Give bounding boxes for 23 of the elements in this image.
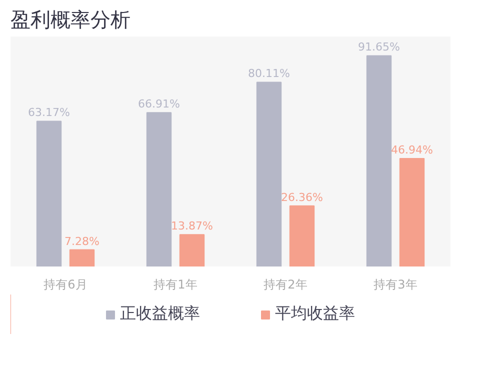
data-label: 63.17% bbox=[28, 106, 70, 120]
bar bbox=[146, 112, 172, 266]
data-label: 46.94% bbox=[391, 144, 433, 157]
data-label: 7.28% bbox=[64, 234, 100, 248]
legend-label: 正收益概率 bbox=[120, 304, 200, 324]
data-label: 80.11% bbox=[248, 67, 290, 80]
x-tick-label: 持有6月 bbox=[44, 278, 88, 292]
data-label: 91.65% bbox=[358, 40, 400, 54]
bar bbox=[399, 158, 425, 266]
bar bbox=[256, 82, 282, 266]
bar bbox=[36, 120, 62, 266]
data-label: 26.36% bbox=[281, 190, 323, 204]
bar bbox=[179, 234, 205, 266]
x-tick-label: 持有1年 bbox=[154, 278, 198, 292]
x-tick-label: 持有3年 bbox=[374, 278, 418, 292]
legend-label: 平均收益率 bbox=[275, 304, 355, 324]
bar bbox=[289, 205, 315, 266]
bar bbox=[69, 249, 95, 266]
chart-title: 盈利概率分析 bbox=[10, 8, 130, 32]
data-label: 13.87% bbox=[171, 220, 213, 233]
bar bbox=[366, 55, 392, 266]
x-tick-label: 持有2年 bbox=[264, 278, 308, 292]
data-label: 66.91% bbox=[138, 98, 180, 111]
